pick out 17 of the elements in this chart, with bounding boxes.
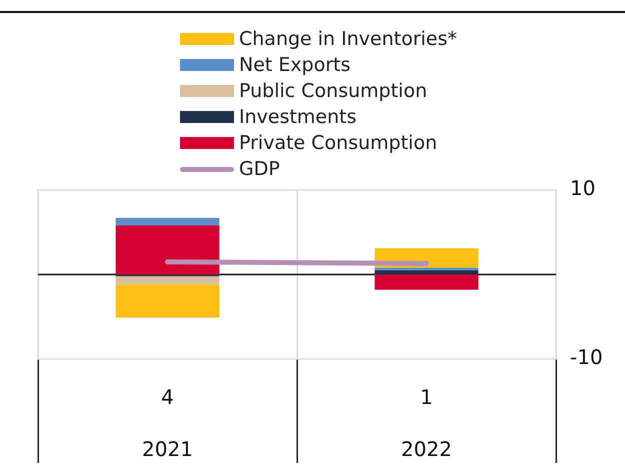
bar: [374, 270, 478, 274]
bar: [116, 276, 220, 285]
legend-label: Change in Inventories*: [239, 28, 458, 50]
y-tick-label: -10: [570, 345, 603, 370]
bar: [116, 225, 220, 274]
legend-label: Public Consumption: [239, 80, 428, 102]
category-label: 4 2021: [142, 385, 193, 462]
y-tick-label: 10: [570, 176, 596, 200]
bar: [374, 268, 478, 270]
bar: [374, 274, 478, 290]
bar: [116, 218, 220, 226]
legend-label: Net Exports: [239, 54, 350, 76]
legend-label: Investments: [239, 106, 357, 128]
legend-label: Private Consumption: [239, 132, 438, 154]
legend-label: GDP: [239, 158, 280, 180]
bar: [116, 284, 220, 318]
category-label: 1 2022: [401, 385, 452, 462]
